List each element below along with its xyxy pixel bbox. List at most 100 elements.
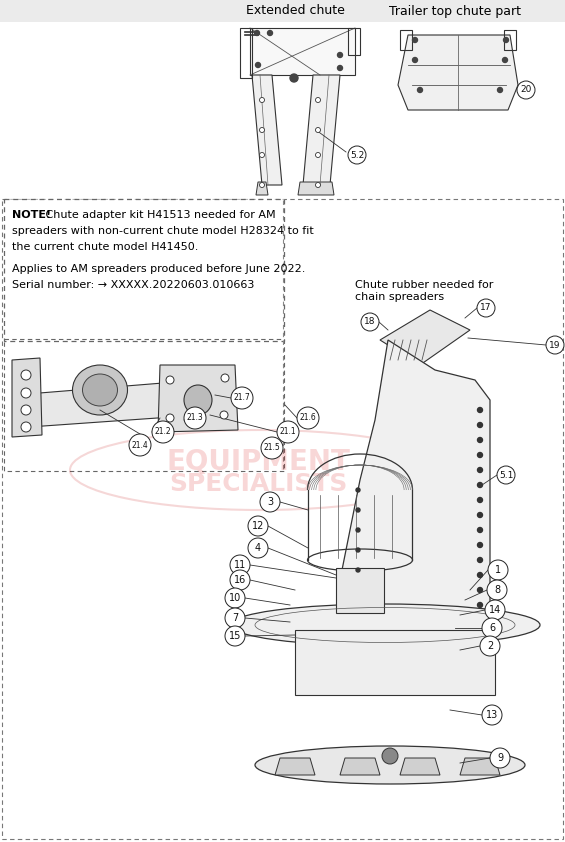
- Polygon shape: [303, 75, 340, 185]
- Polygon shape: [400, 758, 440, 775]
- Circle shape: [356, 528, 360, 532]
- Circle shape: [348, 146, 366, 164]
- Circle shape: [259, 152, 264, 157]
- Text: Chute rubber needed for
chain spreaders: Chute rubber needed for chain spreaders: [355, 280, 493, 301]
- Circle shape: [194, 394, 202, 402]
- Circle shape: [255, 62, 260, 67]
- Text: 2: 2: [487, 641, 493, 651]
- Ellipse shape: [230, 604, 540, 646]
- Circle shape: [248, 538, 268, 558]
- Circle shape: [487, 580, 507, 600]
- Text: SPECIALISTS: SPECIALISTS: [169, 472, 347, 496]
- Circle shape: [21, 422, 31, 432]
- Circle shape: [152, 421, 174, 443]
- Circle shape: [267, 30, 272, 35]
- Text: 5.1: 5.1: [499, 471, 513, 479]
- Polygon shape: [15, 380, 200, 428]
- Circle shape: [482, 705, 502, 725]
- Circle shape: [517, 81, 535, 99]
- Text: 4: 4: [255, 543, 261, 553]
- Circle shape: [485, 600, 505, 620]
- Circle shape: [477, 603, 483, 607]
- Circle shape: [356, 548, 360, 552]
- Circle shape: [254, 30, 259, 35]
- Text: the current chute model H41450.: the current chute model H41450.: [12, 242, 198, 252]
- Polygon shape: [250, 28, 355, 75]
- Polygon shape: [460, 758, 500, 775]
- Polygon shape: [275, 758, 315, 775]
- Circle shape: [166, 414, 174, 422]
- Circle shape: [356, 488, 360, 492]
- Circle shape: [477, 299, 495, 317]
- Circle shape: [297, 407, 319, 429]
- Circle shape: [220, 411, 228, 419]
- Circle shape: [412, 57, 418, 62]
- Text: 3: 3: [267, 497, 273, 507]
- Circle shape: [356, 568, 360, 572]
- Circle shape: [315, 127, 320, 132]
- Text: 21.5: 21.5: [264, 444, 280, 452]
- Circle shape: [477, 542, 483, 547]
- Text: Chute adapter kit H41513 needed for AM: Chute adapter kit H41513 needed for AM: [42, 210, 276, 220]
- FancyBboxPatch shape: [0, 0, 565, 22]
- Circle shape: [477, 482, 483, 488]
- Text: 16: 16: [234, 575, 246, 585]
- Text: 10: 10: [229, 593, 241, 603]
- Text: NOTE!: NOTE!: [12, 210, 51, 220]
- Circle shape: [248, 516, 268, 536]
- Text: spreaders with non-current chute model H28324 to fit: spreaders with non-current chute model H…: [12, 226, 314, 236]
- Circle shape: [21, 370, 31, 380]
- Text: 21.4: 21.4: [132, 440, 149, 450]
- Text: 5.2: 5.2: [350, 151, 364, 159]
- Polygon shape: [252, 75, 282, 185]
- Text: 8: 8: [494, 585, 500, 595]
- Ellipse shape: [72, 365, 128, 415]
- Polygon shape: [256, 182, 268, 195]
- Text: 14: 14: [489, 605, 501, 615]
- Polygon shape: [380, 310, 470, 365]
- Text: Applies to AM spreaders produced before June 2022.: Applies to AM spreaders produced before …: [12, 264, 305, 274]
- Circle shape: [261, 437, 283, 459]
- Circle shape: [290, 74, 298, 82]
- Circle shape: [477, 498, 483, 503]
- Polygon shape: [158, 365, 238, 432]
- Circle shape: [356, 508, 360, 512]
- Circle shape: [546, 336, 564, 354]
- Text: 20: 20: [520, 86, 532, 94]
- Circle shape: [21, 405, 31, 415]
- Circle shape: [477, 588, 483, 593]
- Text: 18: 18: [364, 317, 376, 327]
- Circle shape: [230, 555, 250, 575]
- Circle shape: [260, 492, 280, 512]
- FancyBboxPatch shape: [4, 199, 284, 341]
- Text: 19: 19: [549, 340, 560, 349]
- Circle shape: [412, 38, 418, 42]
- Text: 7: 7: [232, 613, 238, 623]
- FancyBboxPatch shape: [295, 630, 495, 695]
- Text: 17: 17: [480, 303, 492, 312]
- Text: 1: 1: [495, 565, 501, 575]
- Circle shape: [337, 66, 342, 71]
- Circle shape: [337, 52, 342, 57]
- Text: EQUIPMENT: EQUIPMENT: [166, 448, 350, 476]
- Text: 11: 11: [234, 560, 246, 570]
- Text: 21.6: 21.6: [299, 413, 316, 423]
- Circle shape: [477, 573, 483, 578]
- Text: 21.1: 21.1: [280, 428, 296, 436]
- Circle shape: [277, 421, 299, 443]
- Circle shape: [315, 183, 320, 188]
- Ellipse shape: [82, 374, 118, 406]
- FancyBboxPatch shape: [336, 568, 384, 613]
- Circle shape: [230, 570, 250, 590]
- Text: 13: 13: [486, 710, 498, 720]
- Text: 9: 9: [497, 753, 503, 763]
- Circle shape: [259, 127, 264, 132]
- Circle shape: [477, 527, 483, 532]
- Circle shape: [477, 452, 483, 457]
- Circle shape: [477, 438, 483, 443]
- Circle shape: [225, 626, 245, 646]
- Text: 15: 15: [229, 631, 241, 641]
- Circle shape: [490, 748, 510, 768]
- Circle shape: [477, 467, 483, 472]
- Text: Extended chute: Extended chute: [246, 4, 345, 18]
